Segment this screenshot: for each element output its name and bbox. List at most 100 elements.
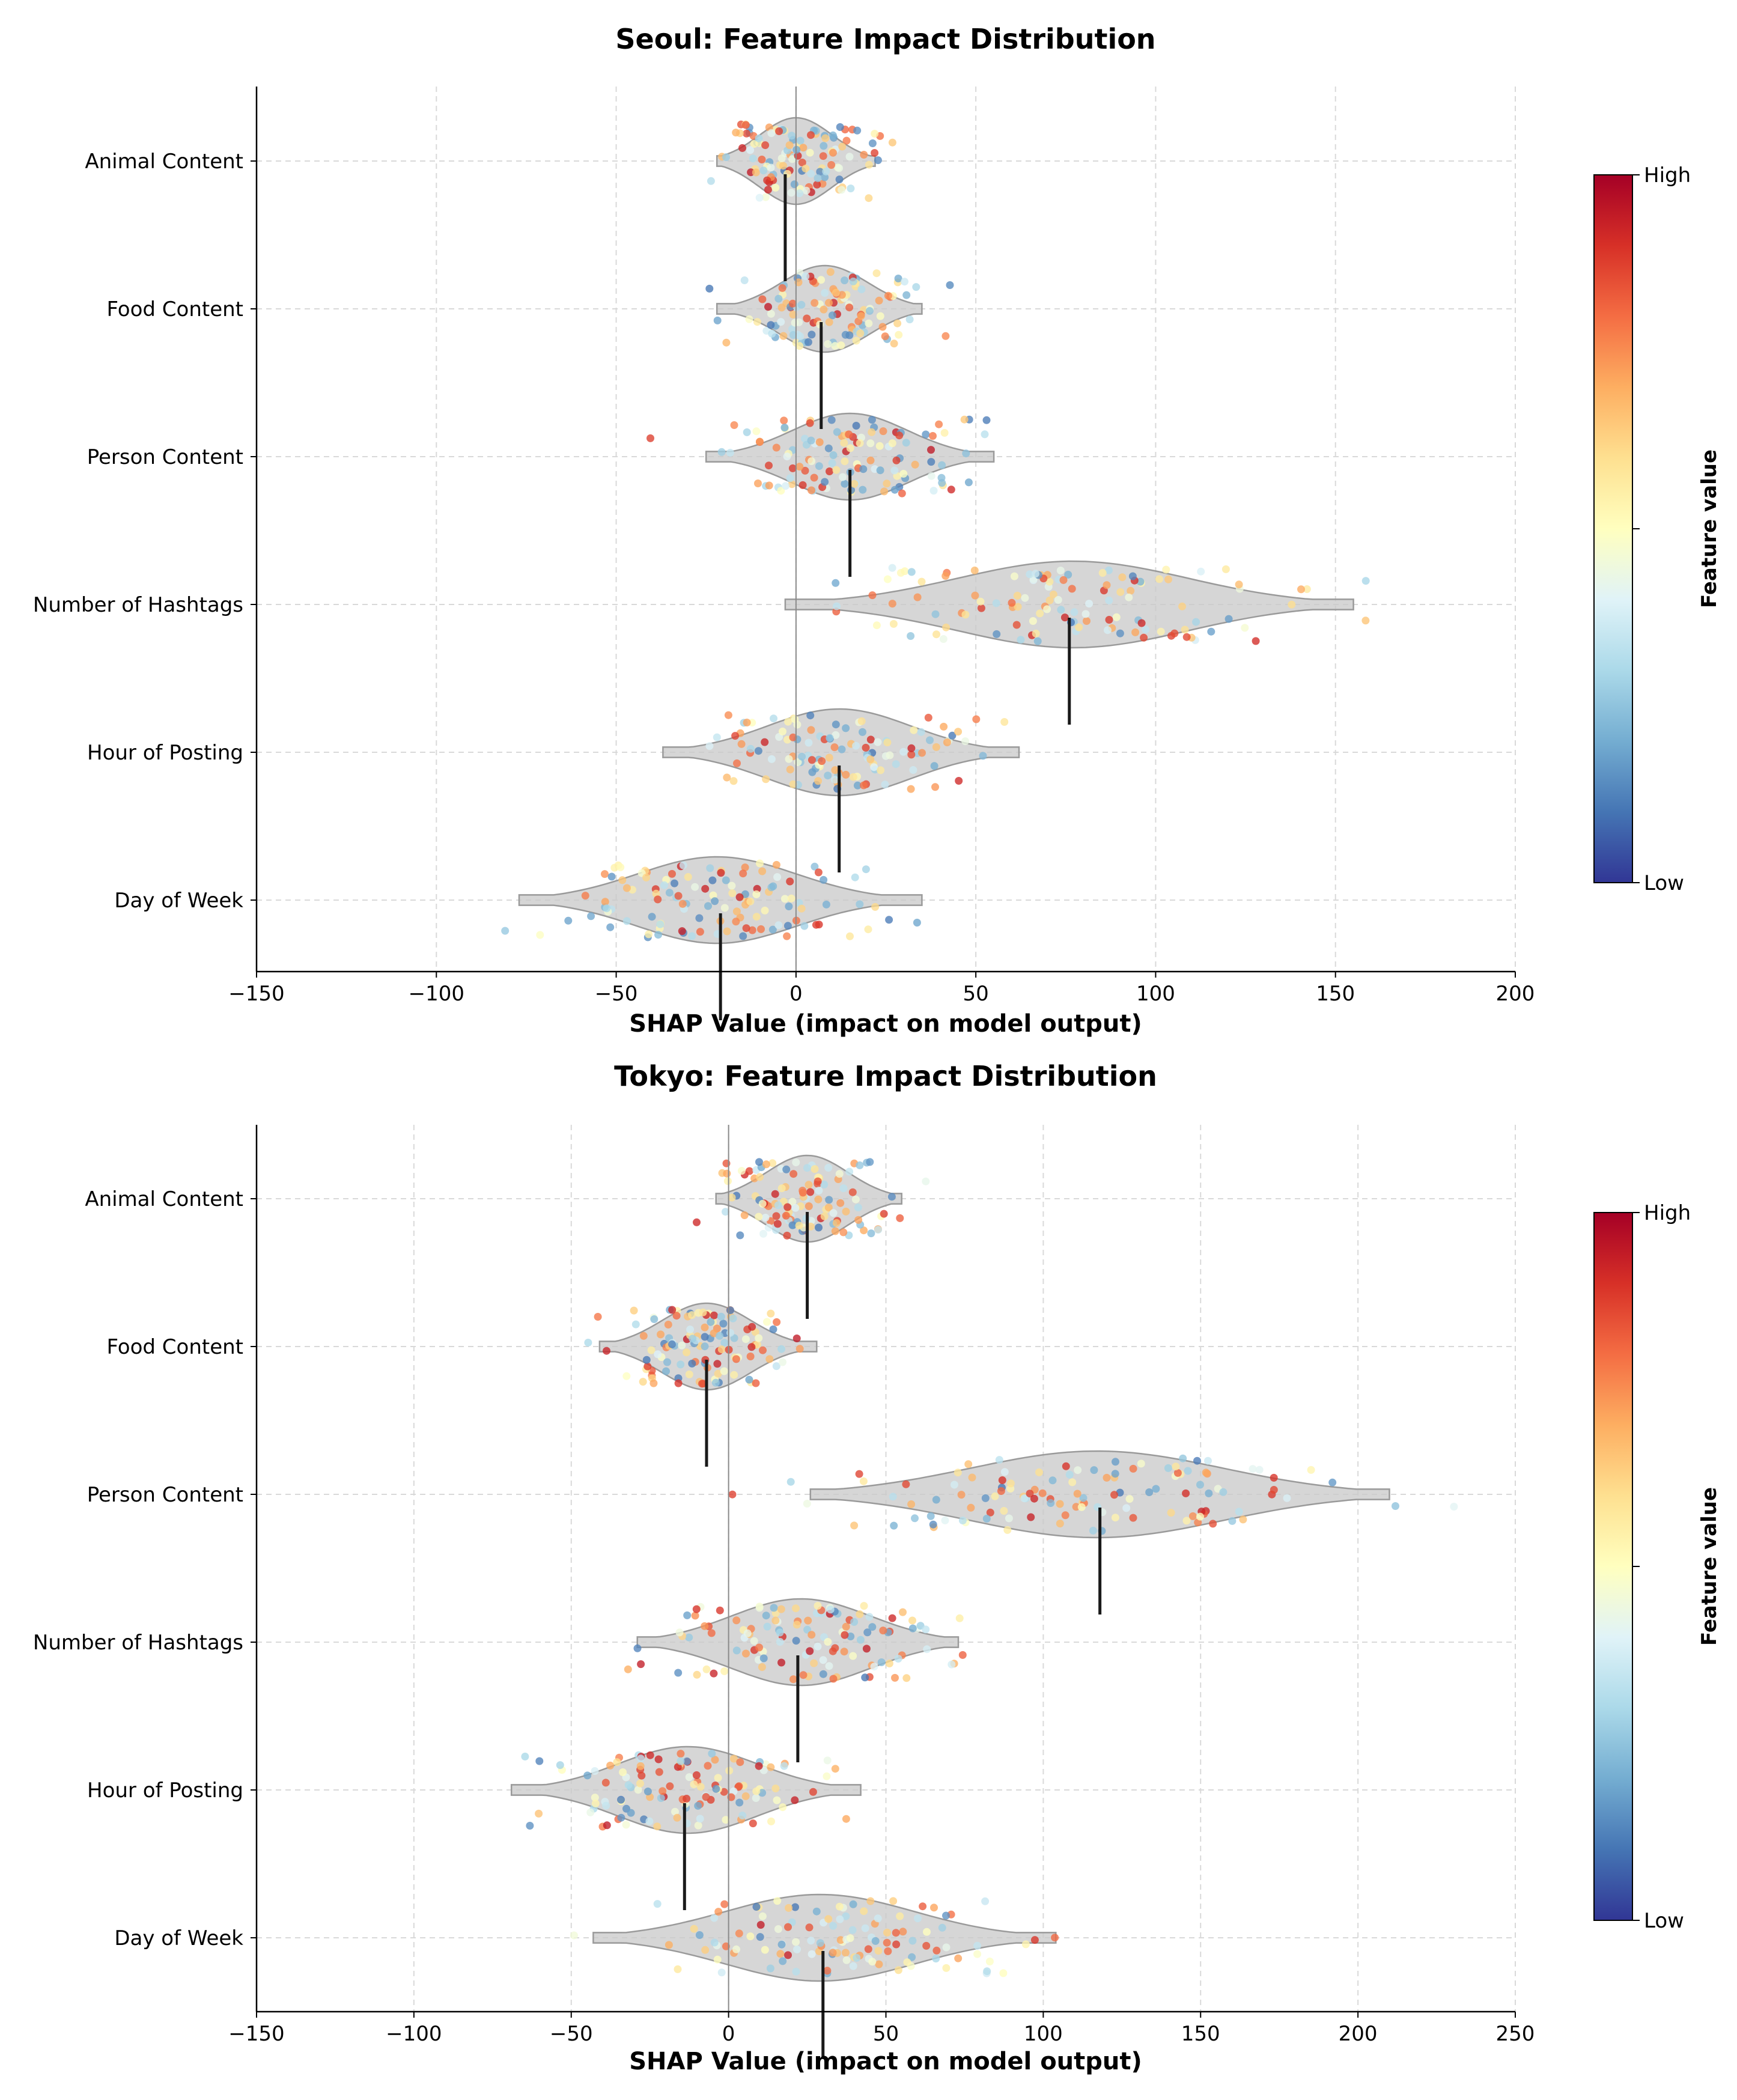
seoul-colorbar-low-label: Low <box>1644 871 1684 895</box>
tokyo-point-number-of-hashtags-13 <box>849 1652 857 1660</box>
seoul-point-food-content-31 <box>811 299 819 307</box>
seoul-point-number-of-hashtags-80 <box>942 572 950 580</box>
seoul-point-number-of-hashtags-84 <box>1252 637 1260 645</box>
seoul-point-number-of-hashtags-112 <box>913 593 922 601</box>
tokyo-point-person-content-7 <box>1074 1466 1082 1475</box>
tokyo-point-animal-content-97 <box>874 1226 883 1234</box>
seoul-point-number-of-hashtags-115 <box>1288 600 1296 609</box>
tokyo-point-person-content-61 <box>1145 1488 1154 1496</box>
tokyo-point-person-content-6 <box>950 1481 958 1489</box>
tokyo-point-animal-content-41 <box>896 1214 904 1222</box>
seoul-point-animal-content-13 <box>816 168 824 176</box>
tokyo-point-hour-of-posting-58 <box>655 1768 663 1776</box>
tokyo-point-animal-content-86 <box>831 1227 839 1235</box>
seoul-point-animal-content-33 <box>819 152 827 160</box>
seoul-point-person-content-34 <box>833 428 841 436</box>
seoul-point-number-of-hashtags-99 <box>1008 598 1016 607</box>
tokyo-point-food-content-79 <box>765 1355 774 1363</box>
tokyo-point-food-content-91 <box>642 1356 651 1364</box>
seoul-point-hour-of-posting-95 <box>832 720 840 729</box>
seoul-point-number-of-hashtags-19 <box>1170 629 1179 638</box>
seoul-colorbar-label: Feature value <box>1697 449 1721 608</box>
seoul-point-day-of-week-71 <box>761 906 769 915</box>
seoul-point-animal-content-38 <box>835 164 844 172</box>
tokyo-point-food-content-7 <box>701 1323 709 1332</box>
seoul-point-hour-of-posting-72 <box>940 722 948 731</box>
seoul-point-number-of-hashtags-33 <box>1361 616 1370 625</box>
seoul-point-day-of-week-74 <box>722 876 730 884</box>
tokyo-point-hour-of-posting-119 <box>617 1795 625 1804</box>
tokyo-point-food-content-101 <box>714 1369 722 1378</box>
tokyo-point-hour-of-posting-48 <box>677 1750 685 1758</box>
tokyo-point-food-content-43 <box>677 1360 685 1369</box>
seoul-point-food-content-116 <box>857 312 865 320</box>
seoul-point-animal-content-43 <box>779 162 787 170</box>
tokyo-point-day-of-week-88 <box>807 1937 815 1945</box>
seoul-point-day-of-week-10 <box>748 926 756 934</box>
tokyo-point-day-of-week-113 <box>942 1911 950 1920</box>
seoul-point-food-content-85 <box>713 316 722 324</box>
seoul-x-tick-labels: −150 −100 −50 0 50 100 150 200 <box>228 982 1535 1006</box>
seoul-x-tick-label-4: 50 <box>963 982 989 1006</box>
tokyo-point-food-content-92 <box>689 1335 697 1343</box>
seoul-point-number-of-hashtags-66 <box>971 591 979 600</box>
tokyo-point-person-content-98 <box>1167 1509 1175 1517</box>
seoul-point-hour-of-posting-19 <box>786 765 794 774</box>
seoul-point-number-of-hashtags-31 <box>1136 577 1145 586</box>
tokyo-point-day-of-week-31 <box>720 1900 729 1908</box>
seoul-point-hour-of-posting-59 <box>731 732 740 740</box>
seoul-point-person-content-4 <box>799 481 807 489</box>
tokyo-point-animal-content-79 <box>772 1212 780 1220</box>
tokyo-point-food-content-54 <box>594 1313 602 1321</box>
seoul-point-animal-content-107 <box>749 154 757 163</box>
seoul-point-animal-content-60 <box>743 129 750 138</box>
tokyo-point-animal-content-94 <box>820 1180 829 1188</box>
seoul-point-day-of-week-20 <box>688 932 696 940</box>
tokyo-point-number-of-hashtags-78 <box>829 1675 838 1683</box>
seoul-point-food-content-26 <box>758 295 767 303</box>
seoul-point-hour-of-posting-33 <box>918 749 926 757</box>
tokyo-point-food-content-52 <box>663 1358 671 1366</box>
tokyo-point-number-of-hashtags-76 <box>759 1654 768 1663</box>
seoul-point-number-of-hashtags-44 <box>1303 585 1311 593</box>
tokyo-point-number-of-hashtags-11 <box>789 1675 797 1684</box>
seoul-x-tick-label-2: −50 <box>595 982 638 1006</box>
tokyo-axes <box>251 1125 1516 2018</box>
tokyo-point-day-of-week-32 <box>758 1912 767 1920</box>
seoul-point-person-content-12 <box>922 430 930 439</box>
tokyo-point-hour-of-posting-89 <box>708 1750 716 1758</box>
tokyo-point-person-content-75 <box>958 1517 967 1524</box>
seoul-point-number-of-hashtags-65 <box>1182 633 1191 641</box>
tokyo-point-animal-content-96 <box>829 1209 838 1217</box>
seoul-point-hour-of-posting-13 <box>972 715 981 723</box>
seoul-point-number-of-hashtags-17 <box>1045 577 1054 586</box>
seoul-point-day-of-week-80 <box>756 859 764 868</box>
seoul-point-number-of-hashtags-106 <box>1131 628 1140 636</box>
tokyo-point-day-of-week-76 <box>779 1957 787 1965</box>
seoul-point-person-content-111 <box>964 478 973 487</box>
seoul-point-food-content-98 <box>825 318 833 326</box>
tokyo-point-person-content-40 <box>1110 1491 1118 1499</box>
seoul-point-person-content-99 <box>829 451 838 459</box>
tokyo-point-animal-content-95 <box>772 1226 780 1234</box>
seoul-point-number-of-hashtags-43 <box>1060 613 1069 622</box>
tokyo-point-day-of-week-44 <box>841 1949 850 1957</box>
seoul-point-hour-of-posting-100 <box>825 753 833 762</box>
seoul-point-animal-content-95 <box>860 151 868 159</box>
seoul-point-number-of-hashtags-104 <box>931 610 940 618</box>
tokyo-point-food-content-34 <box>584 1339 592 1347</box>
seoul-point-number-of-hashtags-20 <box>1010 572 1018 580</box>
tokyo-point-number-of-hashtags-34 <box>885 1660 893 1667</box>
seoul-point-hour-of-posting-14 <box>762 775 770 784</box>
seoul-point-number-of-hashtags-73 <box>1140 633 1148 642</box>
tokyo-point-day-of-week-86 <box>871 1937 880 1945</box>
seoul-point-number-of-hashtags-64 <box>1297 585 1305 594</box>
seoul-point-number-of-hashtags-10 <box>868 591 877 600</box>
tokyo-x-tick-label-8: 250 <box>1496 2022 1535 2046</box>
seoul-point-number-of-hashtags-83 <box>833 602 841 610</box>
seoul-point-hour-of-posting-66 <box>798 752 806 761</box>
tokyo-point-person-content-35 <box>986 1508 994 1517</box>
seoul-point-number-of-hashtags-88 <box>1017 636 1025 644</box>
tokyo-point-hour-of-posting-93 <box>823 1756 832 1765</box>
seoul-point-animal-content-114 <box>785 141 794 150</box>
